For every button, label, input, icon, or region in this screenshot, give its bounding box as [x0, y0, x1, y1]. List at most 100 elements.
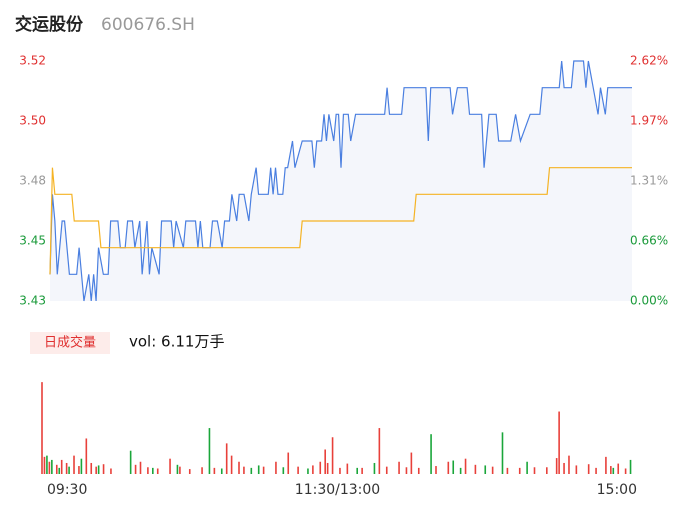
volume-bar — [587, 464, 590, 474]
volume-bar — [307, 468, 309, 474]
volume-bar — [326, 462, 329, 474]
volume-bar — [417, 467, 420, 474]
volume-bar — [110, 468, 112, 474]
y-tick-label: 3.50 — [19, 114, 46, 128]
volume-bar — [518, 467, 521, 474]
volume-bar — [243, 466, 245, 474]
volume-bar — [282, 467, 285, 474]
volume-bar — [452, 460, 455, 474]
y2-tick-label: 0.66% — [630, 234, 668, 248]
y2-tick-label: 1.31% — [630, 174, 668, 188]
volume-total: vol: 6.11万手 — [129, 333, 224, 351]
volume-bar — [575, 465, 578, 474]
x-tick-label: 11:30/13:00 — [295, 482, 380, 498]
x-tick-label: 15:00 — [597, 482, 637, 498]
volume-bar — [60, 459, 63, 474]
y-tick-label: 3.43 — [19, 294, 46, 308]
volume-bar — [612, 467, 615, 474]
y-tick-label: 3.45 — [19, 234, 46, 248]
volume-bar — [139, 461, 142, 474]
volume-bar — [188, 469, 191, 474]
volume-bar — [558, 411, 560, 474]
volume-bar — [51, 459, 53, 474]
volume-bar — [287, 452, 290, 474]
volume-bar — [147, 467, 149, 474]
volume-bar — [95, 466, 97, 474]
volume-bar — [102, 464, 105, 474]
volume-bar — [58, 467, 61, 474]
volume-bar — [346, 463, 349, 474]
volume-bar — [610, 466, 612, 474]
volume-bar — [491, 466, 494, 474]
y-tick-label: 3.52 — [19, 54, 46, 68]
volume-bar — [257, 465, 260, 474]
volume-bar — [595, 467, 597, 474]
volume-bar — [605, 456, 607, 474]
volume-bar — [464, 458, 467, 474]
volume-bar — [484, 465, 487, 474]
stock-code: 600676.SH — [101, 15, 195, 35]
price-line — [49, 60, 632, 302]
volume-bar — [501, 432, 504, 474]
volume-bar — [331, 437, 334, 474]
volume-bar — [201, 467, 203, 474]
volume-bar — [474, 464, 477, 474]
volume-bar — [152, 467, 154, 474]
volume-bar — [46, 455, 48, 474]
volume-bar — [250, 467, 253, 474]
volume-bar — [208, 428, 211, 474]
volume-bar — [230, 455, 233, 474]
volume-bar — [275, 461, 277, 474]
volume-bar — [68, 466, 70, 474]
y-tick-label: 3.48 — [19, 174, 46, 188]
stock-name: 交运股份 — [15, 14, 84, 35]
volume-bar — [430, 434, 432, 474]
volume-bar — [378, 428, 381, 474]
volume-bar — [85, 438, 88, 474]
volume-bar — [459, 467, 462, 474]
volume-bar — [373, 462, 376, 474]
volume-bar — [65, 462, 68, 474]
volume-bar — [213, 467, 216, 474]
volume-bar — [225, 443, 228, 474]
volume-bar — [533, 467, 536, 474]
volume-bar — [506, 467, 509, 474]
volume-bar — [435, 466, 437, 474]
price-area — [50, 61, 632, 301]
volume-badge — [30, 332, 110, 354]
volume-bar — [220, 468, 223, 474]
volume-bar — [262, 466, 265, 474]
volume-bar — [169, 458, 171, 474]
volume-bar — [324, 449, 326, 474]
volume-bar — [73, 455, 75, 474]
volume-bar — [90, 462, 93, 474]
volume-bar — [617, 463, 620, 474]
volume-bar — [55, 464, 58, 474]
volume-bar — [398, 461, 400, 474]
y2-tick-label: 0.00% — [630, 294, 668, 308]
volume-bar — [555, 458, 558, 474]
volume-bar — [629, 459, 632, 474]
y2-tick-label: 1.97% — [630, 114, 668, 128]
volume-bar — [129, 450, 132, 474]
volume-bar — [339, 467, 341, 474]
average-line — [49, 167, 632, 275]
volume-bar — [546, 467, 548, 474]
volume-bar — [526, 461, 528, 474]
volume-bar — [48, 461, 51, 474]
x-tick-label: 09:30 — [47, 482, 87, 498]
volume-bar — [97, 465, 100, 474]
volume-bar — [361, 467, 363, 474]
volume-bar — [134, 464, 137, 474]
volume-bar — [405, 467, 408, 474]
volume-bar — [568, 455, 570, 474]
volume-bar — [176, 464, 179, 474]
volume-bar — [624, 468, 627, 474]
volume-bar — [80, 458, 83, 474]
volume-bar — [410, 452, 413, 474]
volume-bar — [179, 466, 181, 474]
volume-bar — [297, 466, 299, 474]
volume-bar — [312, 465, 314, 474]
volume-bar — [447, 461, 450, 474]
